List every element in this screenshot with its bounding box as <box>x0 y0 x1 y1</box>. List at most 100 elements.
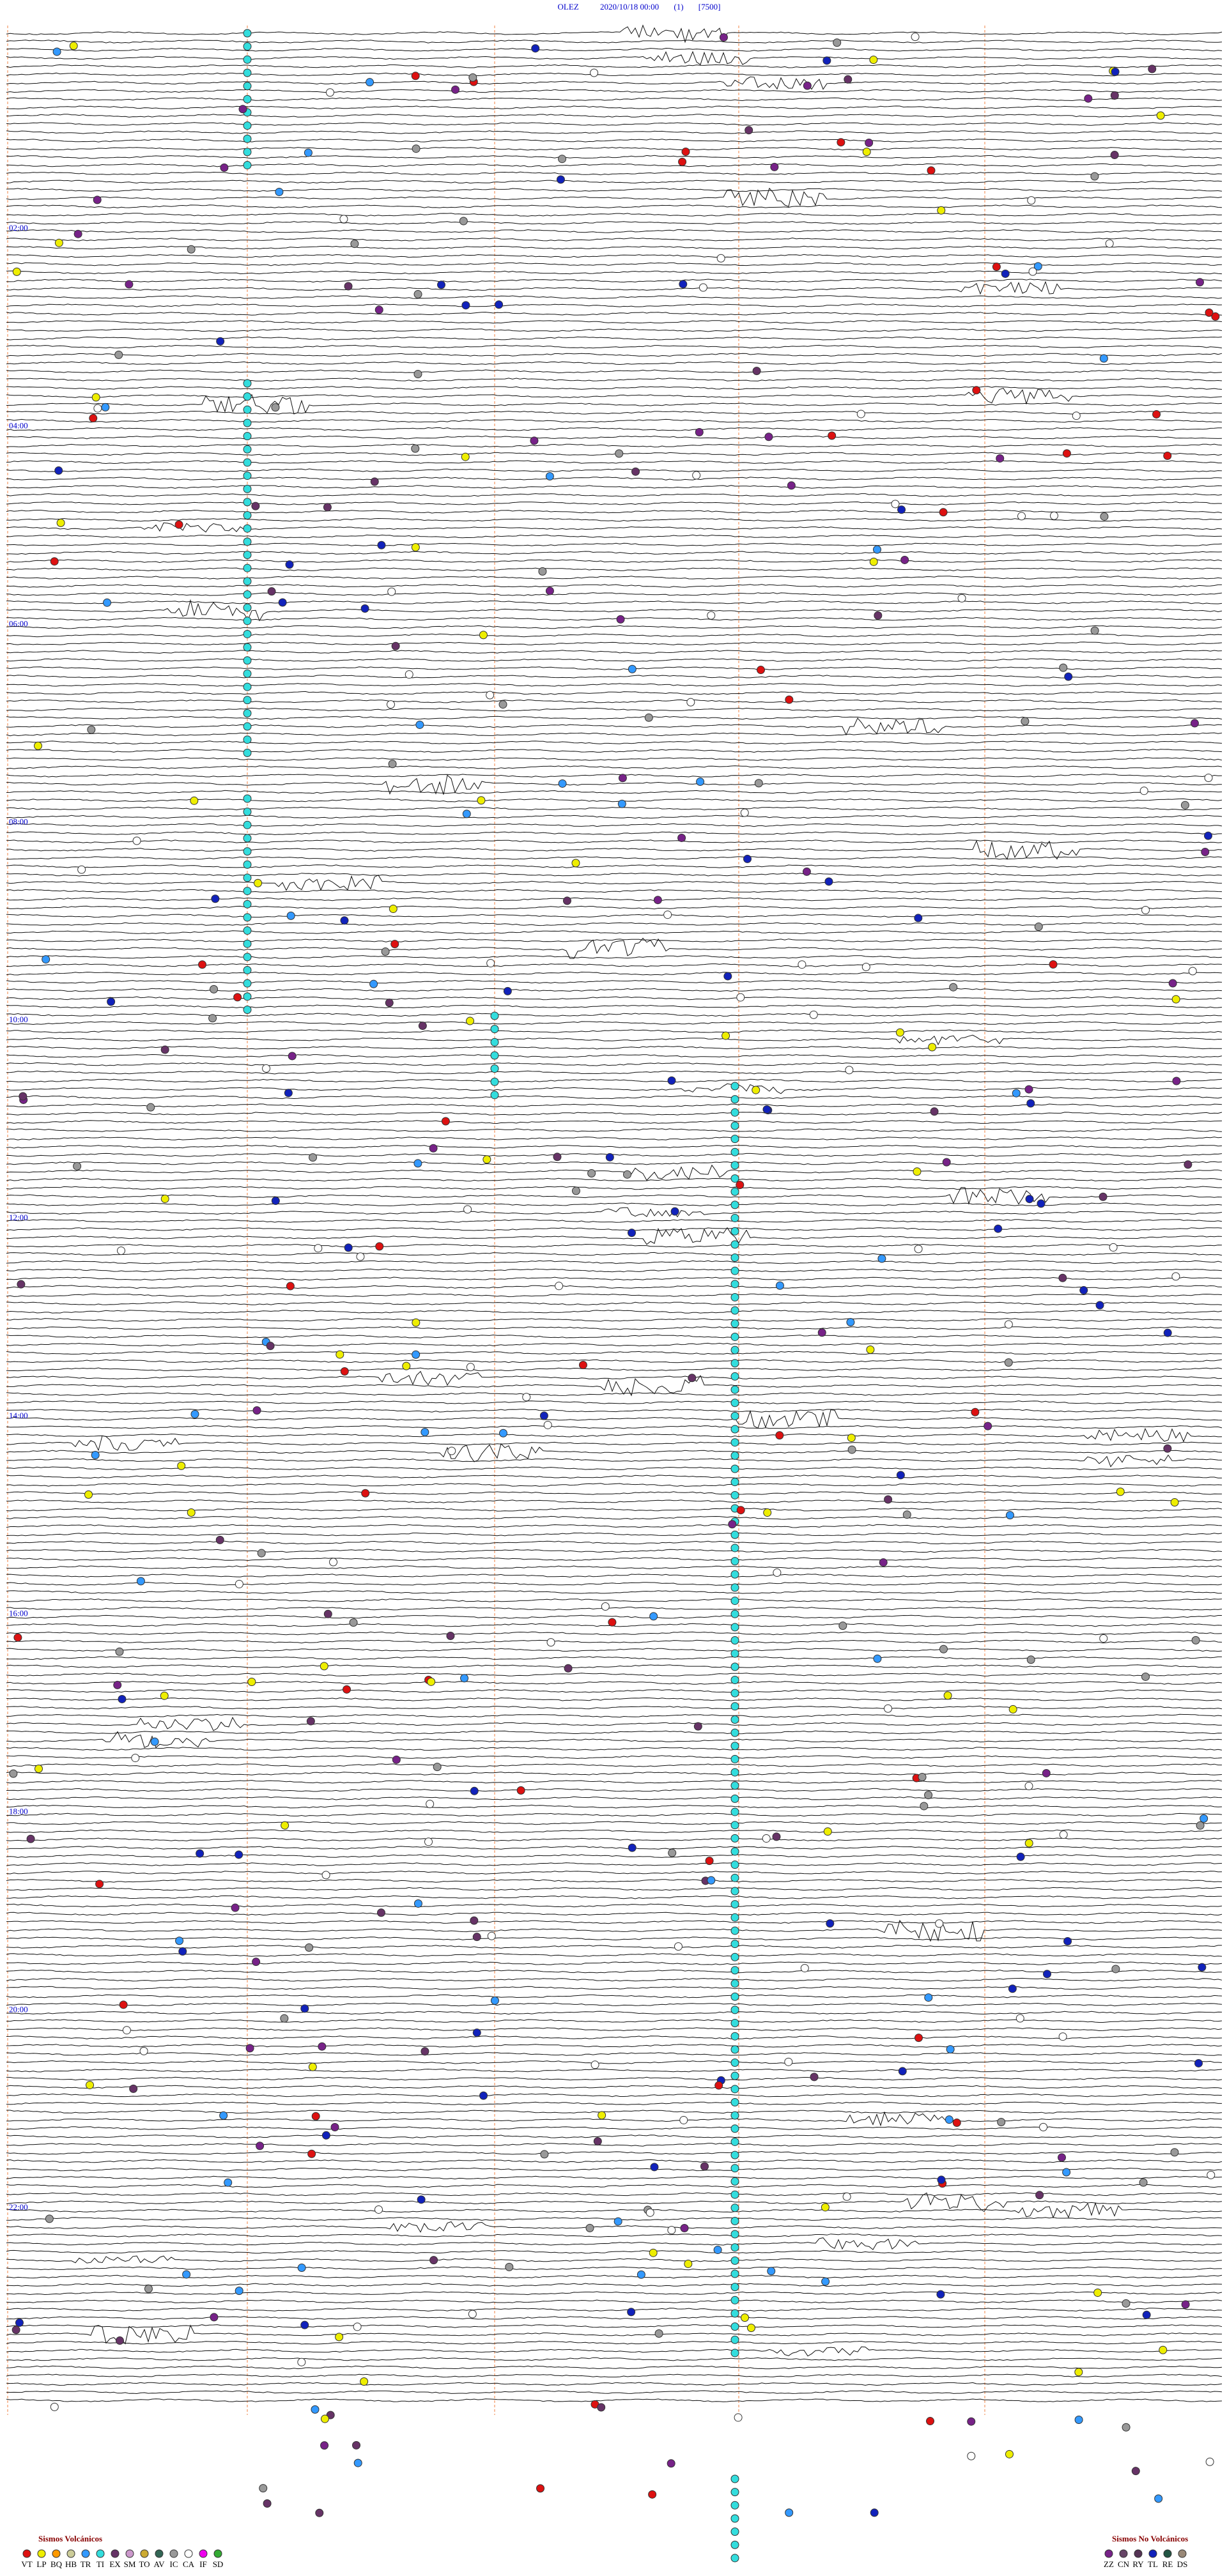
event-dot <box>300 2320 309 2329</box>
event-dot <box>370 477 379 486</box>
event-dot <box>275 187 284 196</box>
event-dot <box>930 1107 939 1116</box>
trace <box>6 1137 1223 1140</box>
trace <box>6 40 1223 43</box>
trace <box>6 1969 1222 1974</box>
trace <box>6 1717 1223 1731</box>
trace <box>6 1013 1222 1017</box>
trace <box>6 460 1222 464</box>
trace <box>6 675 1223 678</box>
event-dot <box>429 2256 438 2265</box>
trace <box>6 1697 1223 1701</box>
event-dot <box>730 2230 739 2239</box>
trace <box>6 1681 1223 1685</box>
trace <box>6 2250 1223 2254</box>
trace <box>6 1664 1223 1668</box>
event-dot <box>1180 801 1189 809</box>
event-dot <box>285 560 294 569</box>
event-dot <box>649 1612 658 1621</box>
event-dot <box>132 836 141 845</box>
event-dot <box>730 1966 739 1975</box>
event-dot <box>243 471 252 480</box>
event-dot <box>730 2111 739 2120</box>
event-dot <box>681 147 690 156</box>
trace <box>6 2274 1223 2279</box>
event-dot <box>330 2122 339 2131</box>
event-dot <box>1057 2153 1066 2162</box>
event-dot <box>902 1510 911 1519</box>
event-dot <box>1205 2457 1214 2466</box>
event-dot <box>243 748 252 757</box>
trace <box>6 1164 1223 1181</box>
event-dot <box>1034 923 1043 931</box>
event-dot <box>700 2162 709 2171</box>
trace <box>6 2291 1223 2296</box>
legend-label: RY <box>1132 2559 1144 2569</box>
trace <box>6 1021 1223 1025</box>
event-dot <box>190 796 199 805</box>
legend-swatch <box>1148 2549 1157 2558</box>
event-dot <box>125 280 134 289</box>
event-dot <box>1170 1498 1179 1507</box>
trace <box>6 2221 1223 2233</box>
event-dot <box>734 2413 743 2422</box>
event-dot <box>707 1876 716 1885</box>
event-dot <box>730 1636 739 1645</box>
event-dot <box>257 1549 266 1558</box>
event-dot <box>522 1393 531 1402</box>
event-dot <box>1042 1970 1051 1979</box>
trace <box>6 319 1223 324</box>
event-dot <box>243 696 252 705</box>
trace <box>6 1359 1223 1363</box>
event-dot <box>216 337 225 346</box>
trace <box>6 303 1223 307</box>
event-dot <box>631 467 640 476</box>
event-dot <box>305 1943 314 1952</box>
event-dot <box>838 1621 847 1630</box>
event-dot <box>243 953 252 962</box>
event-dot <box>722 1031 730 1040</box>
event-dot <box>622 1170 631 1179</box>
event-dot <box>93 195 102 204</box>
event-dot <box>628 1843 637 1852</box>
event-dot <box>730 1319 739 1328</box>
trace <box>6 72 1223 77</box>
event-dot <box>730 1227 739 1236</box>
trace <box>6 386 1223 390</box>
event-dot <box>821 2277 830 2286</box>
event-dot <box>119 2000 128 2009</box>
event-dot <box>490 1025 499 1034</box>
trace <box>6 1730 1223 1735</box>
event-dot <box>1163 1444 1172 1453</box>
event-dot <box>411 72 420 80</box>
event-dot <box>556 175 565 184</box>
event-dot <box>1090 626 1099 635</box>
trace <box>6 254 1223 258</box>
event-dot <box>730 1438 739 1447</box>
event-dot <box>1058 2032 1067 2041</box>
event-dot <box>1074 2368 1083 2377</box>
trace <box>6 2035 1223 2039</box>
trace <box>6 361 1222 365</box>
trace <box>6 369 1223 374</box>
event-dot <box>546 1638 555 1647</box>
event-dot <box>730 1478 739 1487</box>
event-dot <box>243 564 252 572</box>
event-dot <box>784 2057 793 2066</box>
event-dot <box>730 1346 739 1354</box>
event-dot <box>349 1618 358 1627</box>
event-dot <box>304 148 313 157</box>
event-dot <box>764 433 773 441</box>
event-dot <box>243 820 252 829</box>
event-dot <box>115 2336 124 2345</box>
event-dot <box>730 2032 739 2041</box>
hour-label: 12:00 <box>9 1213 28 1222</box>
event-dot <box>311 2405 320 2414</box>
trace <box>6 1871 1223 1874</box>
event-dot <box>730 1781 739 1790</box>
event-dot <box>482 1155 491 1164</box>
event-dot <box>89 414 98 423</box>
event-dot <box>787 481 796 490</box>
trace <box>6 2308 1223 2312</box>
trace <box>6 443 1223 448</box>
